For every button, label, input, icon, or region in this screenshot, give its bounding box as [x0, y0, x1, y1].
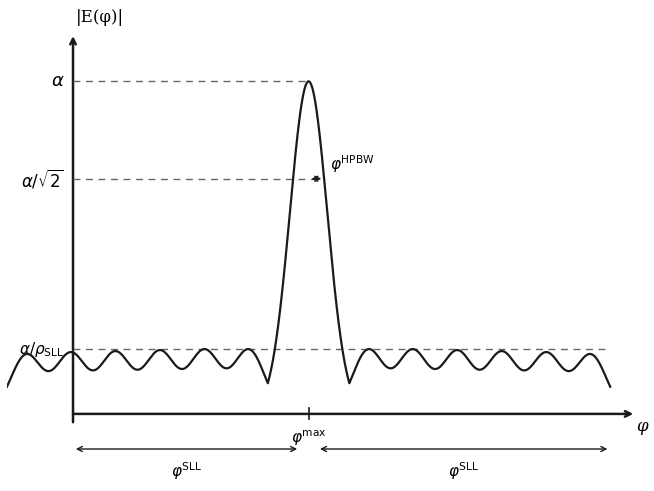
- Text: φ: φ: [636, 418, 647, 435]
- Text: $\varphi^{\mathrm{HPBW}}$: $\varphi^{\mathrm{HPBW}}$: [330, 153, 375, 175]
- Text: $\alpha$: $\alpha$: [51, 72, 64, 90]
- Text: $\varphi^{\mathrm{max}}$: $\varphi^{\mathrm{max}}$: [291, 429, 326, 448]
- Text: $\alpha/\sqrt{2}$: $\alpha/\sqrt{2}$: [22, 167, 64, 190]
- Text: |E(φ)|: |E(φ)|: [76, 9, 124, 26]
- Text: $\varphi^{\mathrm{SLL}}$: $\varphi^{\mathrm{SLL}}$: [171, 460, 202, 482]
- Text: $\varphi^{\mathrm{SLL}}$: $\varphi^{\mathrm{SLL}}$: [448, 460, 479, 482]
- Text: $\alpha/\rho_{\mathrm{SLL}}$: $\alpha/\rho_{\mathrm{SLL}}$: [19, 340, 64, 359]
